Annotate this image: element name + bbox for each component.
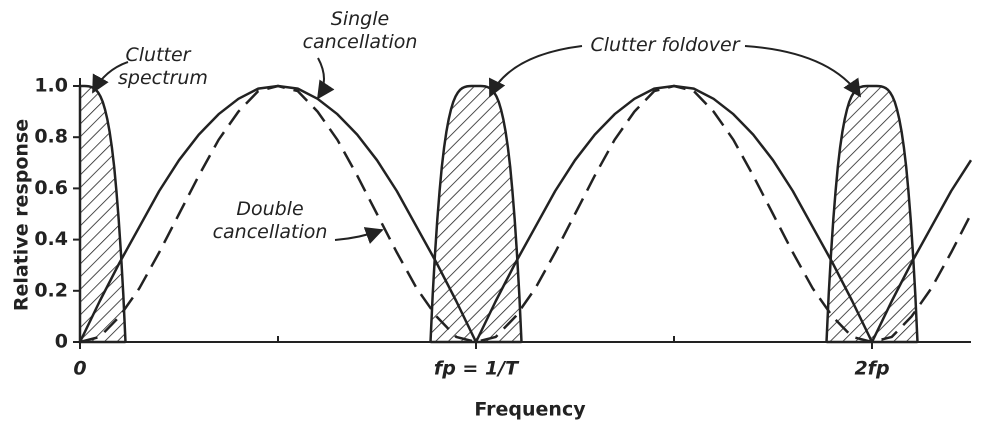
- curve: [79, 84, 973, 344]
- clutter-shape: [825, 84, 919, 344]
- curve: [78, 84, 973, 344]
- annotation: Clutter foldover: [590, 34, 740, 56]
- arrows: [92, 45, 862, 244]
- y-tick-label: 1.0: [34, 75, 68, 97]
- arrow: [317, 57, 335, 100]
- annotation: Clutter spectrum: [118, 44, 208, 89]
- arrow: [744, 45, 862, 98]
- y-tick-label: 0.4: [34, 228, 68, 250]
- clutter-shape: [429, 84, 523, 344]
- arrow: [334, 227, 384, 244]
- x-tick-label: 0: [73, 358, 86, 380]
- y-axis-label: Relative response: [11, 119, 33, 311]
- clutter-shape: [78, 84, 127, 344]
- annotation: Double cancellation: [212, 198, 328, 243]
- y-tick-label: 0.2: [34, 279, 68, 301]
- arrow: [489, 45, 583, 98]
- x-tick-label: fp = 1/T: [434, 358, 520, 380]
- y-tick-label: 0.6: [34, 177, 68, 199]
- annotation: Single cancellation: [302, 8, 418, 53]
- y-tick-label: 0: [55, 331, 68, 353]
- x-tick-label: 2fp: [854, 358, 889, 380]
- y-tick-label: 0.8: [34, 126, 68, 148]
- arrow: [92, 61, 129, 94]
- x-axis-label: Frequency: [474, 399, 586, 421]
